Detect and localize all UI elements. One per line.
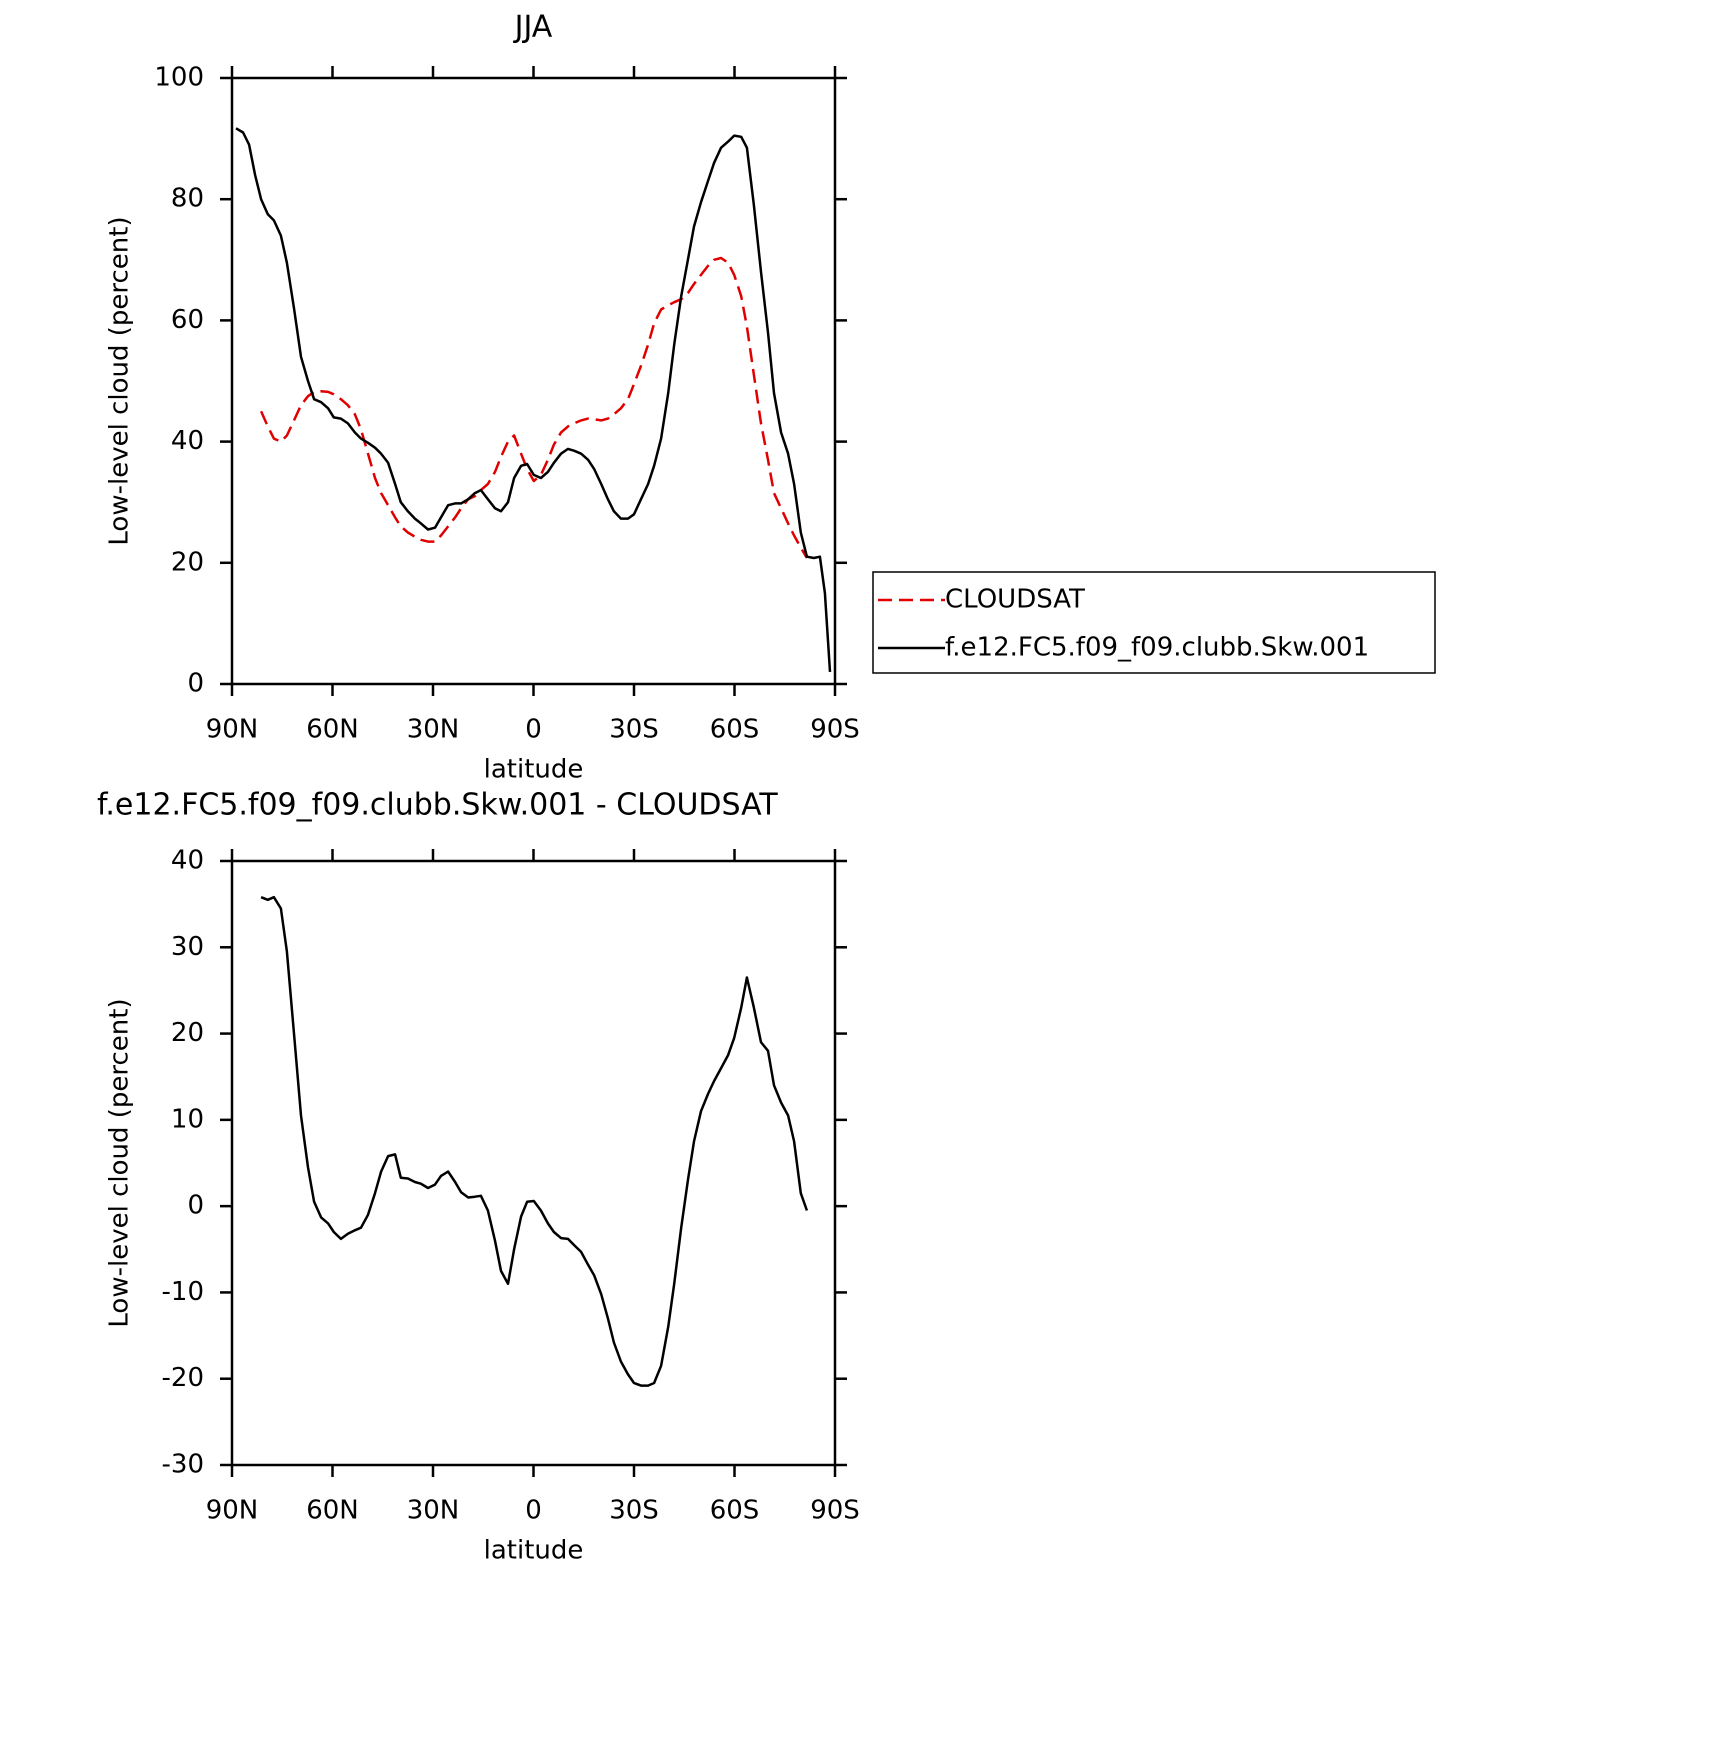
x-tick-label: 30N: [407, 1496, 460, 1526]
chart-title: JJA: [513, 10, 553, 45]
x-tick-label: 60S: [710, 1496, 760, 1526]
legend-label: CLOUDSAT: [945, 585, 1085, 615]
y-tick-label: 80: [171, 184, 204, 214]
x-tick-label: 30N: [407, 715, 460, 745]
x-tick-label: 90N: [206, 715, 259, 745]
y-axis-label: Low-level cloud (percent): [105, 216, 135, 545]
x-tick-label: 30S: [609, 1496, 659, 1526]
y-tick-label: 100: [154, 63, 204, 93]
x-tick-label: 60N: [306, 1496, 359, 1526]
chart-title: f.e12.FC5.f09_f09.clubb.Skw.001 - CLOUDS…: [97, 788, 778, 823]
y-tick-label: 40: [171, 426, 204, 456]
x-axis-label: latitude: [484, 755, 584, 785]
x-tick-label: 0: [525, 715, 542, 745]
legend-box: [872, 571, 1436, 674]
data-line: [259, 256, 808, 559]
y-tick-label: 20: [171, 1018, 204, 1048]
x-tick-label: 90S: [810, 715, 860, 745]
x-tick-label: 0: [525, 1496, 542, 1526]
y-tick-label: 0: [187, 669, 204, 699]
x-tick-label: 60S: [710, 715, 760, 745]
y-tick-label: -10: [162, 1277, 204, 1307]
y-tick-label: -20: [162, 1363, 204, 1393]
y-tick-label: -30: [162, 1450, 204, 1480]
x-tick-label: 30S: [609, 715, 659, 745]
y-tick-label: 60: [171, 305, 204, 335]
x-tick-label: 90N: [206, 1496, 259, 1526]
y-tick-label: 10: [171, 1104, 204, 1134]
y-axis-label: Low-level cloud (percent): [105, 998, 135, 1327]
plot-frame: [230, 76, 837, 686]
x-tick-label: 60N: [306, 715, 359, 745]
legend-label: f.e12.FC5.f09_f09.clubb.Skw.001: [945, 633, 1369, 663]
y-tick-label: 40: [171, 846, 204, 876]
data-line: [235, 127, 832, 672]
y-tick-label: 0: [187, 1191, 204, 1221]
y-tick-label: 30: [171, 932, 204, 962]
plot-frame: [230, 859, 837, 1467]
y-tick-label: 20: [171, 547, 204, 577]
x-axis-label: latitude: [484, 1536, 584, 1566]
data-line: [260, 895, 809, 1387]
x-tick-label: 90S: [810, 1496, 860, 1526]
